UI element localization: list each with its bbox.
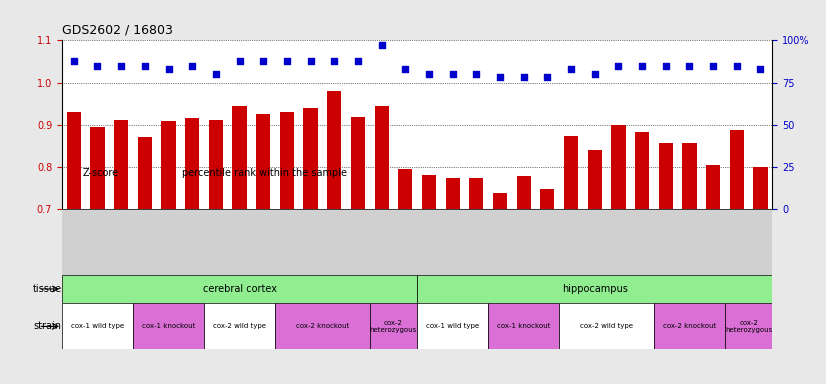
Point [635,63,648,69]
Bar [706,165,720,209]
Point [493,74,506,81]
Text: tissue: tissue [32,284,61,294]
Bar [62,303,133,349]
Point [683,63,696,69]
Point [754,66,767,72]
Bar [138,137,152,209]
Point [257,58,270,64]
Point [280,58,293,64]
Text: cox-2 wild type: cox-2 wild type [580,323,633,329]
Bar [70,77,80,269]
Point [186,63,199,69]
Bar [564,136,578,209]
Point [328,58,341,64]
Text: cox-2
heterozygous: cox-2 heterozygous [370,320,417,333]
Bar [654,303,725,349]
Bar [169,77,179,269]
Point [138,63,151,69]
Text: strain: strain [34,321,61,331]
Text: cox-2 wild type: cox-2 wild type [213,323,266,329]
Bar [114,120,128,209]
Bar [280,112,294,209]
Bar [90,127,105,209]
Bar [185,118,199,209]
Point [564,66,577,72]
Bar [275,303,370,349]
Bar [351,117,365,209]
Bar [133,303,204,349]
Bar [204,303,275,349]
Text: cox-2 knockout: cox-2 knockout [296,323,349,329]
Bar [209,120,223,209]
Bar [232,106,247,209]
Text: cox-2
heterozygous: cox-2 heterozygous [725,320,772,333]
Point [375,42,388,48]
Point [706,63,719,69]
Point [517,74,530,81]
Bar [374,106,389,209]
Bar [587,150,602,209]
Bar [611,125,625,209]
Point [422,71,435,77]
Text: cox-1 wild type: cox-1 wild type [71,323,124,329]
Bar [725,303,772,349]
Bar [422,175,436,209]
Bar [493,193,507,209]
Point [588,71,601,77]
Point [209,71,222,77]
Bar [682,143,696,209]
Bar [729,130,744,209]
Text: hippocampus: hippocampus [562,284,628,294]
Bar [445,179,460,209]
Text: percentile rank within the sample: percentile rank within the sample [182,168,347,178]
Bar [540,189,554,209]
Point [304,58,317,64]
Bar [303,108,318,209]
Point [351,58,364,64]
Text: cerebral cortex: cerebral cortex [202,284,277,294]
Bar [753,167,767,209]
Point [67,58,80,64]
Bar [417,275,772,303]
Point [162,66,175,72]
Bar [67,112,81,209]
Bar [658,143,673,209]
Point [115,63,128,69]
Point [470,71,483,77]
Text: cox-2 knockout: cox-2 knockout [662,323,716,329]
Bar [488,303,559,349]
Text: Z-score: Z-score [83,168,119,178]
Bar [469,178,483,209]
Bar [370,303,417,349]
Bar [327,91,341,209]
Point [612,63,625,69]
Text: cox-1 wild type: cox-1 wild type [426,323,479,329]
Bar [559,303,654,349]
Bar [62,275,417,303]
Bar [417,303,488,349]
Text: GDS2602 / 16803: GDS2602 / 16803 [62,23,173,36]
Point [399,66,412,72]
Text: cox-1 knockout: cox-1 knockout [497,323,550,329]
Point [91,63,104,69]
Bar [398,169,412,209]
Point [730,63,743,69]
Bar [161,121,176,209]
Bar [516,176,531,209]
Point [659,63,672,69]
Point [446,71,459,77]
Bar [635,132,649,209]
Text: cox-1 knockout: cox-1 knockout [142,323,195,329]
Bar [256,114,270,209]
Point [541,74,554,81]
Point [233,58,246,64]
